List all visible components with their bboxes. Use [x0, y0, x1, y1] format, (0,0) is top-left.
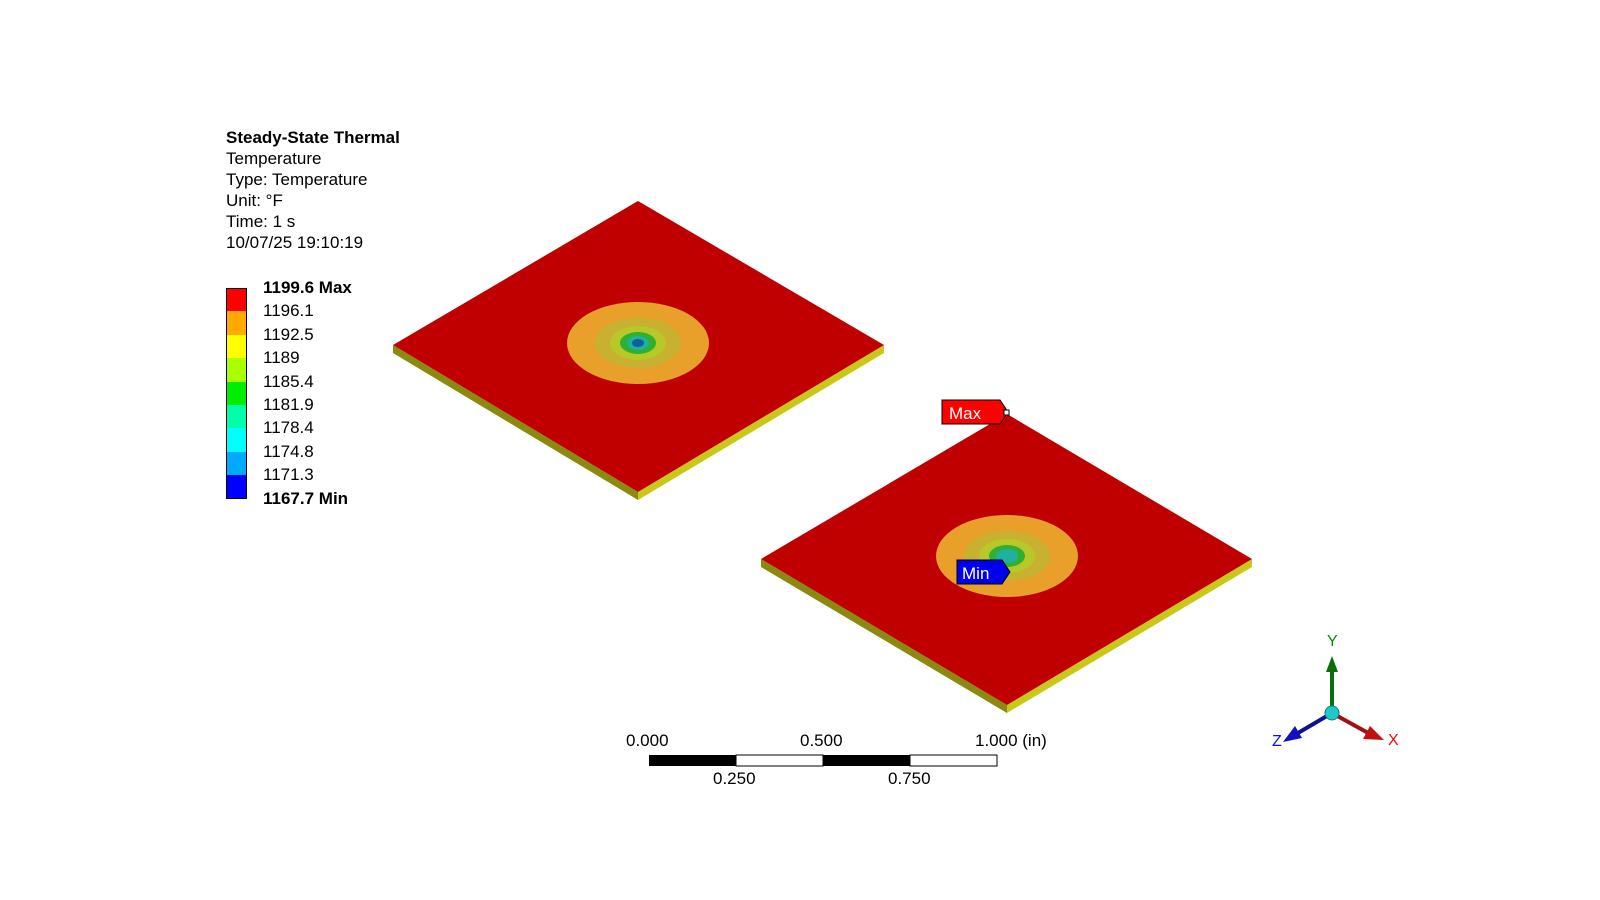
- legend-label: 1185.4: [263, 371, 314, 391]
- result-time: Time: 1 s: [226, 212, 296, 231]
- legend-label: 1196.1: [263, 301, 314, 321]
- x-arrow-icon: [1363, 726, 1384, 740]
- scale-label: 1.000 (in): [975, 731, 1047, 750]
- legend-swatch: [226, 475, 247, 499]
- legend-swatch: [226, 334, 247, 359]
- legend-max-label: 1199.6 Max: [263, 278, 352, 297]
- legend-swatch: [226, 358, 247, 382]
- y-axis-label: Y: [1327, 633, 1338, 650]
- max-marker-label: Max: [949, 404, 982, 423]
- legend-swatch: [226, 451, 247, 476]
- legend-swatch: [226, 404, 247, 429]
- plate-1-side-left: [393, 345, 638, 500]
- legend-min-label: 1167.7 Min: [263, 488, 349, 508]
- plate-2-hotspot: [936, 515, 1078, 597]
- legend-swatch: [226, 381, 247, 405]
- max-probe-marker[interactable]: Max: [941, 399, 1010, 425]
- plate-1-side-right: [638, 345, 884, 500]
- legend-label: 1189: [263, 348, 300, 368]
- legend-swatch: [226, 311, 247, 335]
- triad-origin-icon: [1324, 705, 1340, 721]
- result-unit: Unit: °F: [226, 191, 283, 210]
- x-axis-label: X: [1388, 732, 1399, 749]
- legend-label: 1178.4: [263, 418, 314, 438]
- result-timestamp: 10/07/25 19:10:19: [226, 233, 364, 252]
- scale-label: 0.750: [888, 769, 931, 788]
- legend-label: 1174.8: [263, 441, 314, 461]
- legend-label: 1192.5: [263, 324, 314, 344]
- scale-label: 0.000: [626, 731, 669, 750]
- axis-triad[interactable]: Y X Z: [1272, 633, 1399, 750]
- z-arrow-icon: [1283, 726, 1302, 742]
- scale-label: 0.500: [800, 731, 843, 750]
- min-marker-label: Min: [962, 564, 989, 583]
- analysis-title: Steady-State Thermal: [226, 128, 400, 147]
- plate-2-side-right: [1007, 559, 1252, 713]
- plate-1-hotspot: [567, 302, 709, 384]
- legend-label: 1171.3: [263, 465, 314, 485]
- legend-swatch: [226, 428, 247, 452]
- plate-2[interactable]: [761, 414, 1252, 713]
- z-axis-label: Z: [1272, 733, 1282, 750]
- legend-color-bar: [226, 288, 247, 499]
- y-arrow-icon: [1326, 656, 1338, 672]
- min-probe-marker[interactable]: Min: [956, 559, 1011, 585]
- scale-bar: [649, 754, 998, 767]
- result-type: Type: Temperature: [226, 170, 368, 189]
- legend-swatch: [226, 288, 247, 312]
- result-info: Steady-State Thermal Temperature Type: T…: [226, 127, 400, 253]
- result-name: Temperature: [226, 149, 322, 168]
- legend-label: 1181.9: [263, 395, 314, 414]
- plate-1[interactable]: [393, 201, 884, 500]
- scale-label: 0.250: [713, 769, 756, 788]
- plate-2-side-left: [761, 559, 1007, 713]
